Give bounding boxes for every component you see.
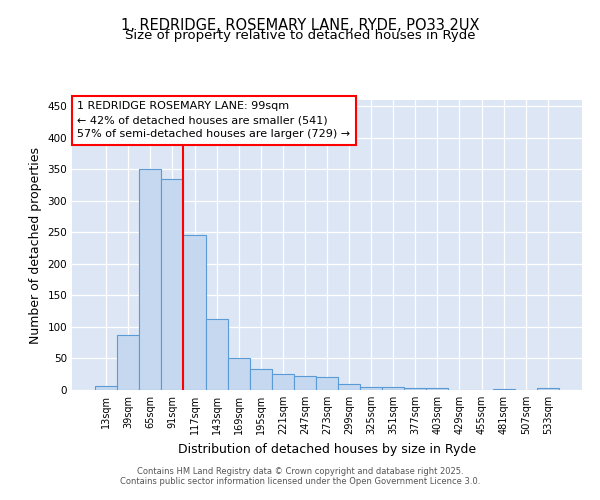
Bar (206, 319, 227, 390)
Bar (272, 374, 294, 390)
Bar (382, 388, 404, 390)
Y-axis label: Number of detached properties: Number of detached properties (29, 146, 42, 344)
Bar (294, 376, 316, 390)
Text: 1 REDRIDGE ROSEMARY LANE: 99sqm
← 42% of detached houses are smaller (541)
57% o: 1 REDRIDGE ROSEMARY LANE: 99sqm ← 42% of… (77, 102, 350, 140)
Bar (184, 235, 206, 390)
Bar (537, 388, 559, 390)
Text: Contains public sector information licensed under the Open Government Licence 3.: Contains public sector information licen… (120, 477, 480, 486)
Bar (95, 386, 117, 390)
Bar (227, 358, 250, 390)
Bar (117, 334, 139, 390)
Bar (316, 377, 338, 390)
Bar (404, 388, 427, 390)
Text: 1, REDRIDGE, ROSEMARY LANE, RYDE, PO33 2UX: 1, REDRIDGE, ROSEMARY LANE, RYDE, PO33 2… (121, 18, 479, 32)
Bar (338, 384, 360, 390)
Bar (250, 369, 272, 390)
Text: Size of property relative to detached houses in Ryde: Size of property relative to detached ho… (125, 29, 475, 42)
X-axis label: Distribution of detached houses by size in Ryde: Distribution of detached houses by size … (178, 442, 476, 456)
Bar (139, 170, 161, 390)
Bar (427, 388, 448, 390)
Text: Contains HM Land Registry data © Crown copyright and database right 2025.: Contains HM Land Registry data © Crown c… (137, 467, 463, 476)
Bar (161, 179, 184, 390)
Bar (360, 387, 382, 390)
